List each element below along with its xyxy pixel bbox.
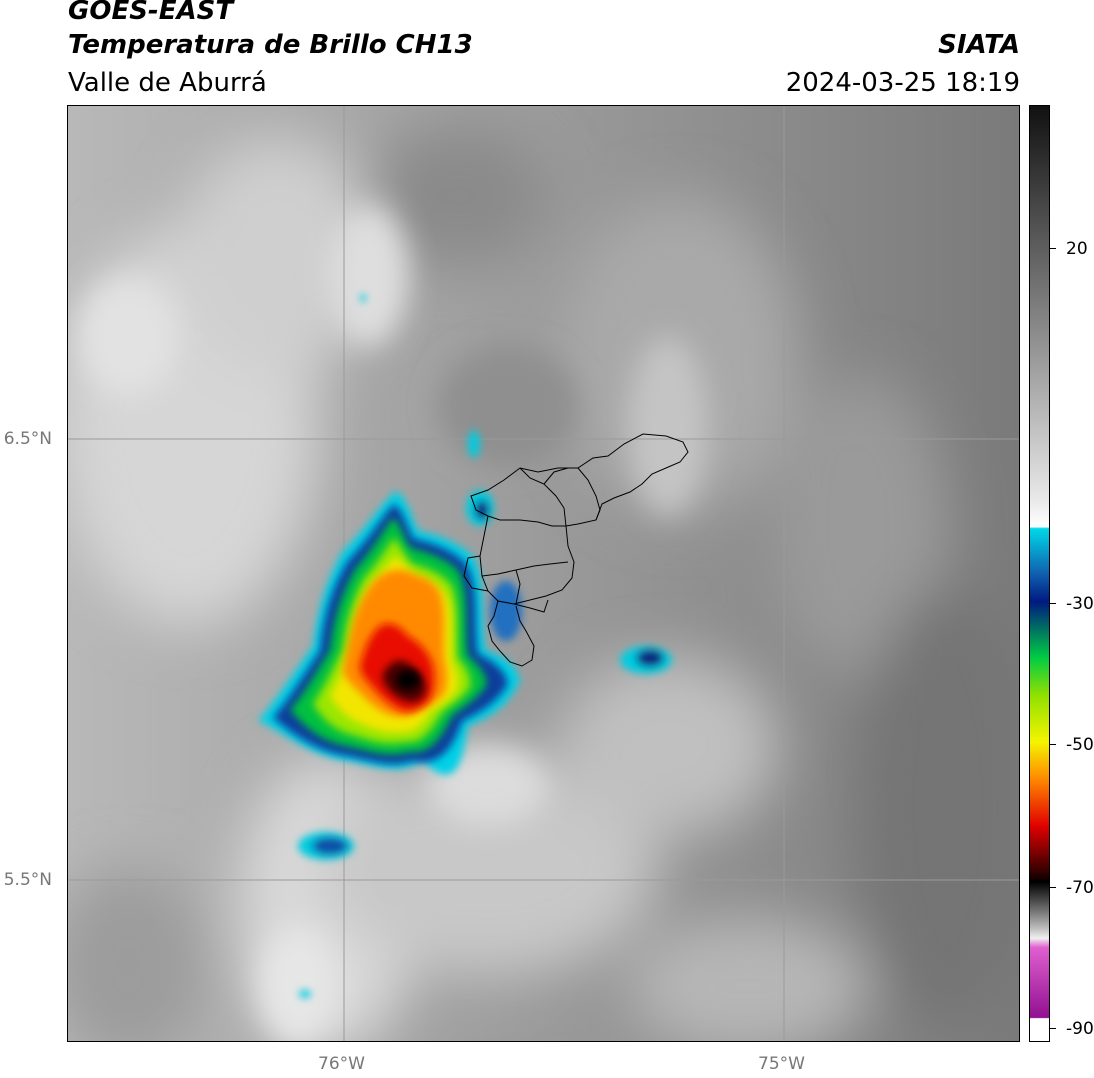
org-label: SIATA — [938, 30, 1020, 60]
timestamp-label: 2024-03-25 18:19 — [785, 68, 1020, 98]
colorbar-tick-label: -90 — [1066, 1019, 1094, 1039]
small-cold-cells — [298, 294, 672, 998]
lat-tick-label: 5.5°N — [3, 870, 52, 890]
colorbar-tick-mark — [1050, 603, 1056, 604]
temperature-colorbar — [1029, 105, 1050, 1042]
cloud-field — [68, 126, 1019, 1041]
region-subtitle: Valle de Aburrá — [68, 68, 267, 98]
lon-tick-label: 75°W — [758, 1054, 805, 1074]
colorbar-tick-mark — [1050, 248, 1056, 249]
colorbar-tick-label: -30 — [1066, 594, 1094, 614]
product-title: Temperatura de Brillo CH13 — [68, 30, 473, 60]
satellite-title: GOES-EAST — [68, 0, 234, 26]
colorbar-tick-label: -70 — [1066, 878, 1094, 898]
colorbar-tick-mark — [1050, 887, 1056, 888]
lon-tick-label: 76°W — [318, 1054, 365, 1074]
lat-tick-label: 6.5°N — [3, 429, 52, 449]
colorbar-tick-label: -50 — [1066, 735, 1094, 755]
satellite-map — [67, 105, 1020, 1042]
colorbar-tick-mark — [1050, 744, 1056, 745]
convective-storm-cell — [258, 491, 520, 775]
municipal-boundaries — [463, 433, 689, 667]
cloud-detail — [78, 206, 708, 1041]
map-canvas — [68, 106, 1019, 1041]
colorbar-tick-label: 20 — [1066, 239, 1088, 259]
colorbar-tick-mark — [1050, 1028, 1056, 1029]
